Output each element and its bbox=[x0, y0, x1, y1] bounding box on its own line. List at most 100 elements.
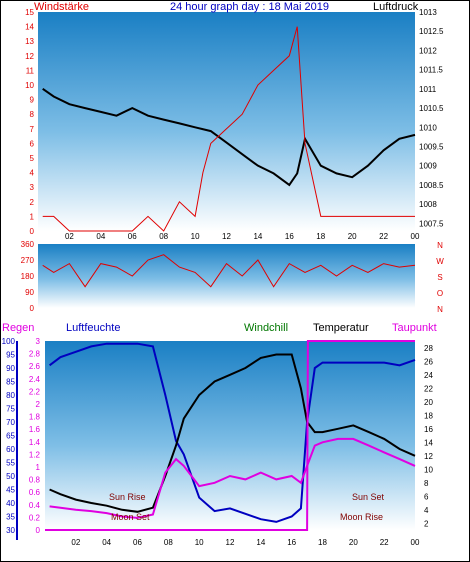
time-tick-label: 06 bbox=[128, 232, 137, 241]
time-tick-label: 02 bbox=[65, 232, 74, 241]
temperature-tick-label: 26 bbox=[424, 357, 433, 366]
pressure-tick-label: 1007.5 bbox=[419, 219, 444, 228]
wind-tick-label: 10 bbox=[25, 81, 34, 90]
temperature-tick-label: 10 bbox=[424, 465, 433, 474]
time-tick-label: 14 bbox=[256, 538, 265, 547]
time-tick-label: 14 bbox=[253, 232, 262, 241]
wind-tick-label: 6 bbox=[30, 139, 35, 148]
rain-tick-label: 0.4 bbox=[29, 501, 41, 510]
temperature-tick-label: 8 bbox=[424, 479, 429, 488]
humidity-tick-label: 80 bbox=[6, 391, 15, 400]
temperature-tick-label: 4 bbox=[424, 506, 429, 515]
wind-pressure-series bbox=[42, 26, 416, 232]
climate-plot-area bbox=[45, 341, 415, 530]
rain-tick-label: 0 bbox=[36, 526, 41, 535]
compass-letter-label: W bbox=[436, 257, 444, 266]
wind-tick-label: 14 bbox=[25, 23, 34, 32]
temperature-tick-label: 24 bbox=[424, 371, 433, 380]
wind-tick-label: 12 bbox=[25, 52, 34, 61]
pressure-tick-label: 1010.5 bbox=[419, 104, 444, 113]
time-tick-label: 20 bbox=[348, 232, 357, 241]
temperature-tick-label: 22 bbox=[424, 384, 433, 393]
annotation-sun-rise: Sun Rise bbox=[109, 492, 146, 502]
wind-tick-label: 4 bbox=[30, 169, 35, 178]
humidity-tick-label: 55 bbox=[6, 459, 15, 468]
legend-regen: Regen bbox=[2, 322, 34, 334]
time-tick-label: 18 bbox=[316, 232, 325, 241]
time-tick-label: 02 bbox=[71, 538, 80, 547]
dewpoint-line bbox=[49, 437, 416, 519]
pressure-tick-label: 1008 bbox=[419, 200, 437, 209]
compass-letter-label: N bbox=[437, 241, 443, 250]
pressure-line bbox=[42, 87, 416, 187]
compass-letter-label: N bbox=[437, 305, 443, 314]
temperature-tick-label: 18 bbox=[424, 411, 433, 420]
wind-pressure-plot-area bbox=[38, 12, 415, 231]
time-tick-label: 00 bbox=[411, 538, 420, 547]
wind-tick-label: 13 bbox=[25, 37, 34, 46]
direction-tick-label: 360 bbox=[21, 240, 35, 249]
wind-direction-line bbox=[42, 254, 416, 288]
pressure-tick-label: 1009 bbox=[419, 162, 437, 171]
humidity-tick-label: 90 bbox=[6, 364, 15, 373]
rain-tick-label: 2 bbox=[36, 400, 41, 409]
time-tick-label: 22 bbox=[380, 538, 389, 547]
legend-temperatur: Temperatur bbox=[313, 322, 369, 334]
annotation-moon-set: Moon Set bbox=[111, 512, 150, 522]
right-label-luftdruck: Luftdruck bbox=[373, 1, 419, 13]
pressure-tick-label: 1012 bbox=[419, 46, 437, 55]
time-tick-label: 20 bbox=[349, 538, 358, 547]
chart-title: 24 hour graph day : 18 Mai 2019 bbox=[170, 1, 329, 13]
direction-tick-label: 0 bbox=[30, 304, 35, 313]
pressure-tick-label: 1011 bbox=[419, 85, 437, 94]
annotation-sun-set: Sun Set bbox=[352, 492, 385, 502]
rain-tick-label: 3 bbox=[36, 337, 41, 346]
temperature-tick-label: 2 bbox=[424, 519, 429, 528]
rain-tick-label: 1.4 bbox=[29, 438, 41, 447]
wind-speed-line bbox=[42, 26, 415, 232]
wind-tick-label: 9 bbox=[30, 96, 35, 105]
wind-tick-label: 0 bbox=[30, 227, 35, 236]
wind-tick-label: 1 bbox=[30, 212, 35, 221]
rain-line bbox=[45, 340, 415, 531]
compass-letter-label: O bbox=[437, 289, 443, 298]
temperature-tick-label: 12 bbox=[424, 452, 433, 461]
rain-tick-label: 2.4 bbox=[29, 375, 41, 384]
humidity-tick-label: 60 bbox=[6, 445, 15, 454]
humidity-tick-label: 100 bbox=[2, 337, 16, 346]
humidity-tick-label: 30 bbox=[6, 526, 15, 535]
temperature-tick-label: 16 bbox=[424, 425, 433, 434]
compass-letter-label: S bbox=[437, 273, 442, 282]
wind-pressure-axes: 01234567891011121314151007.510081008.510… bbox=[25, 8, 444, 241]
time-tick-label: 16 bbox=[285, 232, 294, 241]
time-tick-label: 08 bbox=[159, 232, 168, 241]
pressure-tick-label: 1012.5 bbox=[419, 27, 444, 36]
temperature-tick-label: 14 bbox=[424, 438, 433, 447]
time-tick-label: 06 bbox=[133, 538, 142, 547]
temperature-line bbox=[49, 353, 416, 513]
pressure-tick-label: 1008.5 bbox=[419, 181, 444, 190]
pressure-tick-label: 1009.5 bbox=[419, 142, 444, 151]
wind-tick-label: 15 bbox=[25, 8, 34, 17]
pressure-tick-label: 1010 bbox=[419, 123, 437, 132]
direction-tick-label: 180 bbox=[21, 272, 35, 281]
time-tick-label: 18 bbox=[318, 538, 327, 547]
wind-tick-label: 5 bbox=[30, 154, 35, 163]
humidity-tick-label: 95 bbox=[6, 351, 15, 360]
wind-tick-label: 7 bbox=[30, 125, 35, 134]
rain-tick-label: 1.8 bbox=[29, 413, 41, 422]
temperature-tick-label: 20 bbox=[424, 398, 433, 407]
time-tick-label: 08 bbox=[164, 538, 173, 547]
rain-tick-label: 0.2 bbox=[29, 513, 41, 522]
wind-direction-plot-area bbox=[38, 244, 415, 308]
temperature-tick-label: 28 bbox=[424, 344, 433, 353]
legend-luftfeuchte: Luftfeuchte bbox=[66, 322, 120, 334]
time-tick-label: 10 bbox=[191, 232, 200, 241]
humidity-tick-label: 35 bbox=[6, 513, 15, 522]
rain-tick-label: 1 bbox=[36, 463, 41, 472]
humidity-tick-label: 40 bbox=[6, 499, 15, 508]
climate-axes: 303540455055606570758085909510000.20.40.… bbox=[2, 337, 434, 547]
time-tick-label: 22 bbox=[379, 232, 388, 241]
